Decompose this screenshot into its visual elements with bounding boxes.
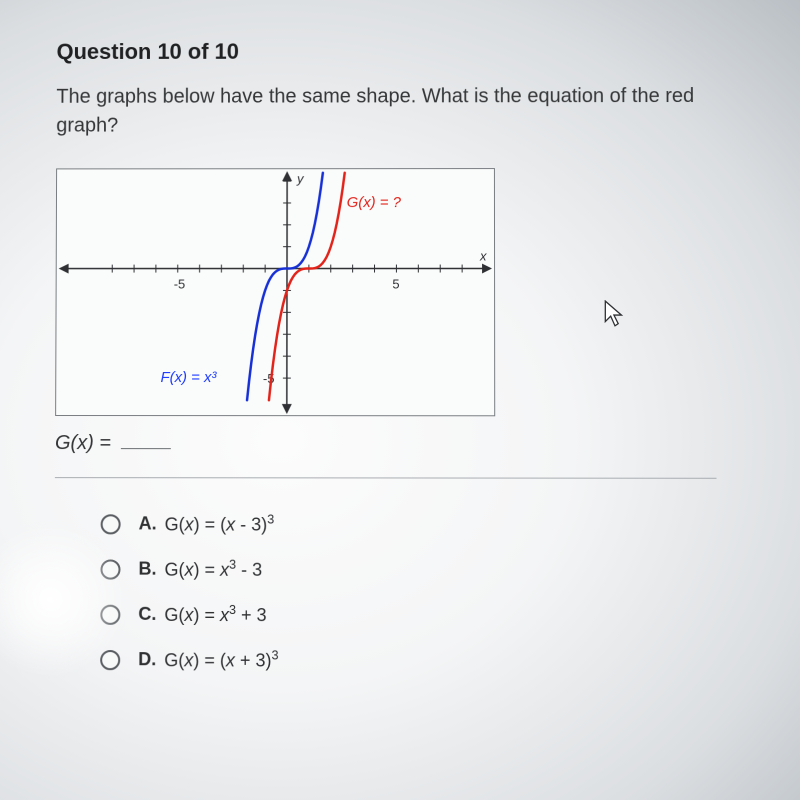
graph-container: yx-55-5G(x) = ?F(x) = x³ [55, 168, 495, 416]
option-text: G(x) = (x - 3)3 [165, 512, 275, 535]
option-d[interactable]: D. G(x) = (x + 3)3 [100, 648, 752, 673]
option-letter: A. [139, 513, 157, 534]
radio-icon[interactable] [101, 514, 121, 534]
svg-text:G(x) = ?: G(x) = ? [347, 195, 402, 211]
page-content: Question 10 of 10 The graphs below have … [0, 0, 800, 672]
option-a[interactable]: A. G(x) = (x - 3)3 [101, 512, 752, 536]
option-text: G(x) = (x + 3)3 [164, 648, 278, 671]
svg-text:F(x) = x³: F(x) = x³ [161, 370, 218, 386]
options-group: A. G(x) = (x - 3)3 B. G(x) = x3 - 3 C. G… [54, 512, 752, 672]
option-letter: D. [138, 649, 156, 670]
radio-icon[interactable] [100, 559, 120, 579]
graph-svg: yx-55-5G(x) = ?F(x) = x³ [56, 169, 494, 416]
svg-text:x: x [479, 249, 487, 264]
option-letter: B. [138, 559, 156, 580]
fn-prefix: G(x) = [55, 432, 111, 454]
radio-icon[interactable] [100, 604, 120, 624]
answer-blank-line: G(x) = [55, 432, 752, 456]
svg-text:-5: -5 [174, 276, 186, 291]
radio-icon[interactable] [100, 650, 120, 670]
question-prompt: The graphs below have the same shape. Wh… [56, 82, 735, 141]
option-text: G(x) = x3 + 3 [164, 603, 266, 626]
divider [55, 477, 716, 479]
question-title: Question 10 of 10 [57, 38, 750, 65]
blank-underline [121, 448, 171, 449]
svg-text:y: y [296, 171, 305, 186]
option-c[interactable]: C. G(x) = x3 + 3 [100, 603, 752, 627]
option-letter: C. [138, 604, 156, 625]
option-b[interactable]: B. G(x) = x3 - 3 [100, 557, 752, 581]
option-text: G(x) = x3 - 3 [164, 558, 262, 581]
svg-text:5: 5 [392, 276, 399, 291]
